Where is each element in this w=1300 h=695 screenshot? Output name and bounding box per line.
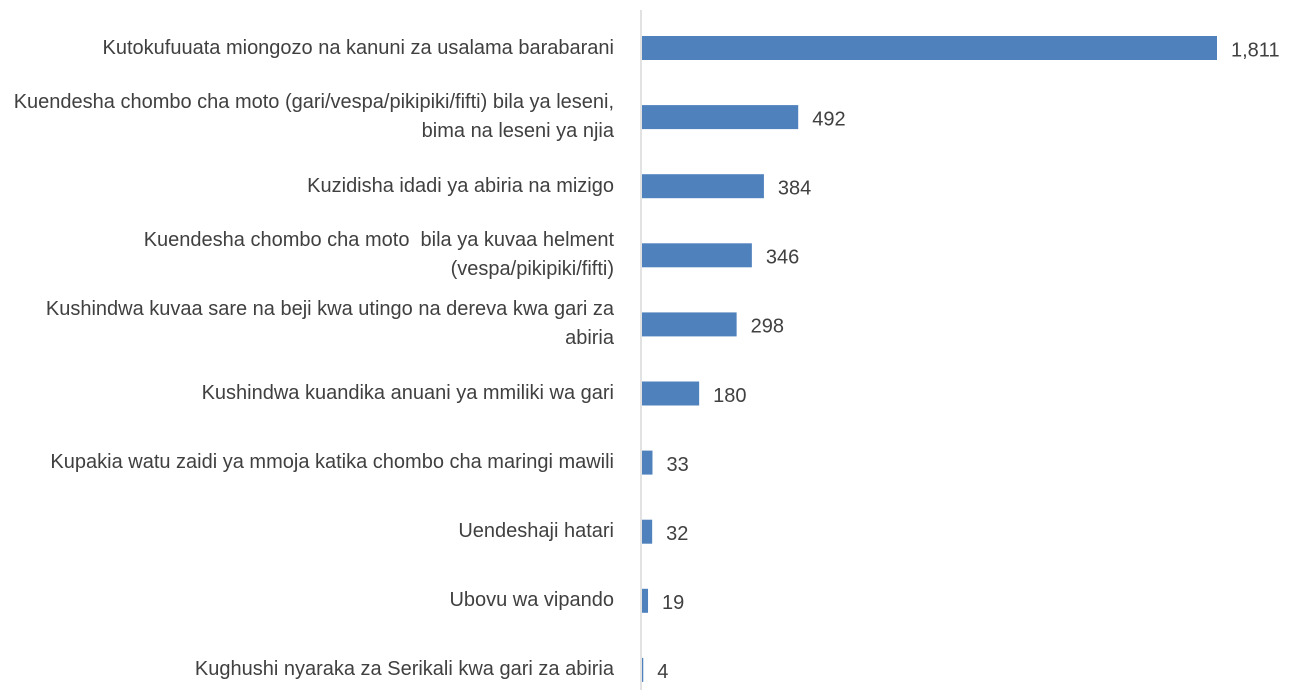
value-label: 384	[778, 177, 811, 199]
category-label: Kuendesha chombo cha moto bila ya kuvaa …	[143, 229, 620, 281]
value-label: 180	[713, 385, 746, 407]
value-label: 4	[657, 661, 668, 683]
category-label: Kughushi nyaraka za Serikali kwa gari za…	[194, 658, 614, 681]
bar	[642, 588, 649, 613]
category-label: Kuendesha chombo cha moto (gari/vespa/pi…	[13, 91, 620, 143]
category-label: Uendeshaji hatari	[458, 520, 614, 543]
bar	[642, 105, 799, 130]
value-label: 19	[662, 592, 684, 614]
bar	[642, 381, 700, 406]
value-label: 33	[666, 454, 688, 476]
bar	[642, 174, 764, 199]
value-label: 32	[666, 523, 688, 545]
bar	[642, 312, 737, 337]
category-label: Kushindwa kuvaa sare na beji kwa utingo …	[45, 298, 620, 350]
bar	[642, 243, 752, 268]
bar	[642, 519, 653, 544]
value-label: 298	[751, 316, 784, 338]
category-label: Kushindwa kuandika anuani ya mmiliki wa …	[201, 382, 614, 404]
category-label: Kuzidisha idadi ya abiria na mizigo	[307, 174, 614, 197]
category-label: Kutokufuuata miongozo na kanuni za usala…	[102, 36, 614, 59]
value-label: 346	[766, 247, 799, 269]
value-label: 492	[812, 108, 845, 130]
category-label: Ubovu wa vipando	[449, 589, 614, 612]
bar	[642, 450, 653, 475]
category-label: Kupakia watu zaidi ya mmoja katika chomb…	[50, 451, 614, 474]
value-label: 1,811	[1231, 39, 1280, 61]
bar	[642, 657, 644, 682]
bar	[642, 36, 1217, 60]
